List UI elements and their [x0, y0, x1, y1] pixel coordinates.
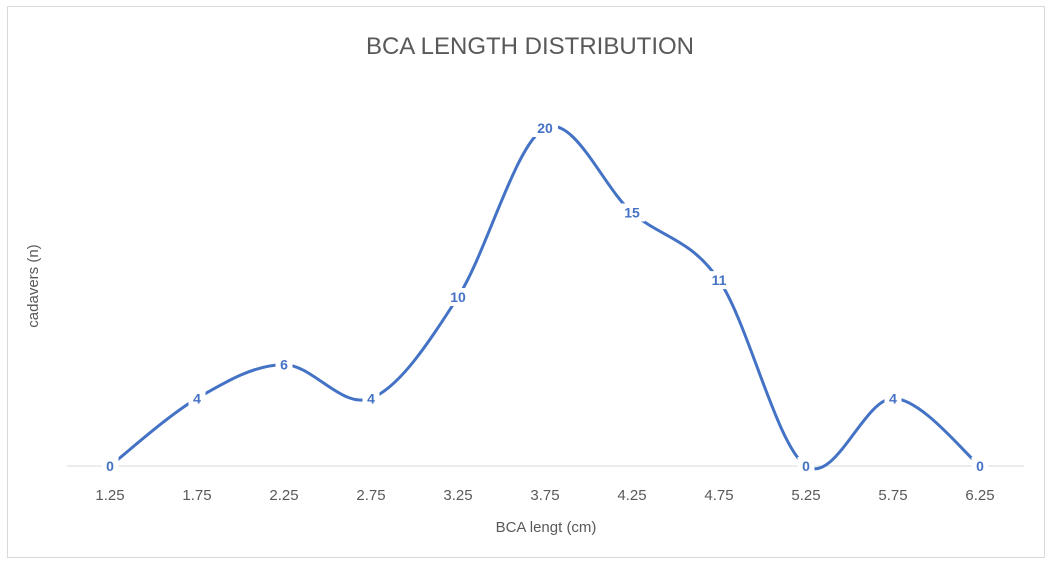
- x-tick-label: 6.25: [965, 487, 994, 504]
- data-label-background: [275, 355, 293, 374]
- data-label-background: [797, 457, 815, 475]
- x-tick-label: 1.25: [95, 487, 124, 504]
- x-tick-label: 4.25: [617, 487, 646, 504]
- data-label: 11: [712, 272, 727, 288]
- data-label-background: [971, 457, 989, 475]
- x-tick-label: 5.75: [878, 487, 907, 504]
- data-label: 15: [624, 205, 640, 221]
- data-label-background: [532, 119, 558, 137]
- data-label: 4: [889, 390, 897, 406]
- data-label: 0: [802, 458, 810, 474]
- x-tick-label: 2.25: [269, 487, 298, 504]
- x-tick-label: 4.75: [704, 487, 733, 504]
- x-tick-label: 5.25: [791, 487, 820, 504]
- data-label-background: [188, 389, 206, 408]
- data-label: 4: [367, 390, 375, 406]
- data-label-background: [619, 203, 645, 222]
- data-label: 0: [976, 458, 984, 474]
- data-label-background: [884, 389, 902, 408]
- chart-title: BCA LENGTH DISTRIBUTION: [366, 33, 694, 60]
- data-label: 20: [537, 120, 553, 136]
- x-tick-labels: 1.25 1.75 2.25 2.75 3.25 3.75 4.25 4.75 5.25 5.75…: [95, 487, 994, 504]
- data-label: 10: [450, 289, 466, 305]
- x-tick-label: 3.25: [443, 487, 472, 504]
- x-tick-label: 1.75: [182, 487, 211, 504]
- data-label-background: [362, 389, 380, 408]
- x-axis-label: BCA lengt (cm): [496, 519, 597, 536]
- data-label: 6: [280, 357, 288, 373]
- series-line: [108, 124, 982, 471]
- x-tick-label: 2.75: [356, 487, 385, 504]
- y-axis-label: cadavers (n): [25, 244, 42, 327]
- data-label-background: [101, 457, 119, 475]
- x-tick-label: 3.75: [530, 487, 559, 504]
- data-labels: 0 4 6 4 10 20 15 11 0 4 0: [101, 119, 989, 475]
- data-label: 0: [106, 458, 114, 474]
- data-label: 4: [193, 390, 201, 406]
- data-label-background: [706, 271, 732, 290]
- data-label-background: [445, 288, 471, 306]
